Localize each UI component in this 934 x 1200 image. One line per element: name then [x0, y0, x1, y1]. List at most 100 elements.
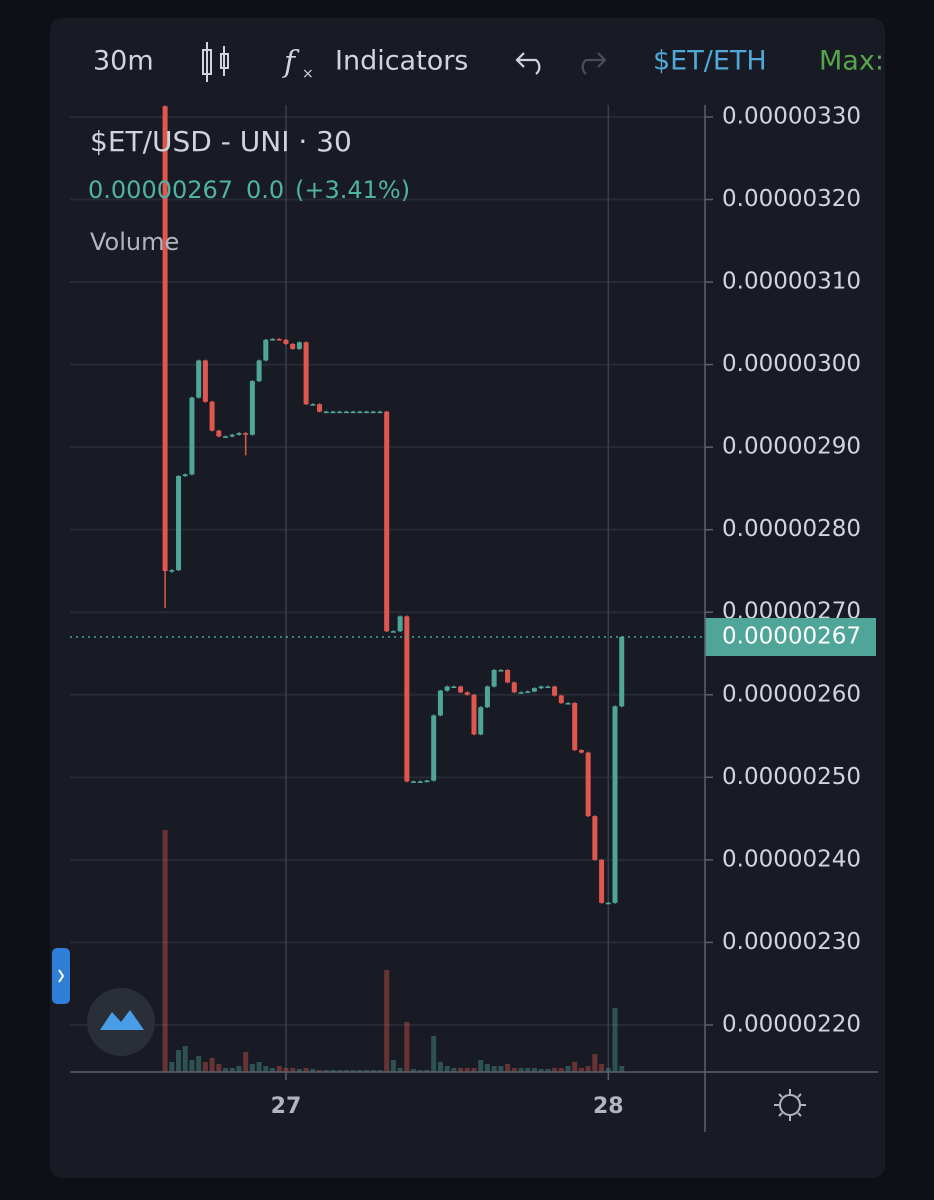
- volume-bar: [464, 1068, 470, 1072]
- candle-body: [451, 686, 457, 689]
- candle-body: [310, 404, 316, 406]
- volume-bar: [478, 1060, 484, 1072]
- volume-bar: [511, 1068, 517, 1072]
- candle-body: [169, 570, 175, 572]
- candle-body: [216, 430, 222, 437]
- redo-button[interactable]: [581, 52, 607, 75]
- volume-label: Volume: [90, 228, 179, 256]
- overlay: 0.00000220 0.00000230 0.00000240 0.00000250…: [70, 103, 876, 1119]
- settings-button[interactable]: [774, 1089, 806, 1121]
- candle-body: [390, 631, 396, 633]
- candle-body: [176, 476, 182, 571]
- candle-body: [283, 339, 289, 344]
- volume-bar: [572, 1062, 578, 1072]
- candle-body: [511, 682, 517, 693]
- side-panel-tab-icon: [58, 969, 65, 983]
- volume-bar: [458, 1068, 464, 1072]
- side-panel-tab[interactable]: [52, 948, 70, 1004]
- volume-bar: [263, 1066, 269, 1072]
- volume-bar: [343, 1070, 349, 1072]
- candle-body: [317, 404, 323, 412]
- candle-body: [525, 691, 531, 693]
- candle-body: [404, 616, 410, 782]
- y-tick-label: 0.00000240: [722, 846, 861, 872]
- chart-title: $ET/USD - UNI · 30: [90, 125, 352, 158]
- volume-bar: [223, 1068, 229, 1072]
- volume-bar: [451, 1068, 457, 1072]
- candle-body: [578, 750, 584, 753]
- candle-body: [236, 433, 242, 435]
- candle-body: [243, 433, 249, 435]
- volume-bar: [337, 1070, 343, 1072]
- volume-bar: [538, 1069, 544, 1072]
- candle-body: [585, 752, 591, 817]
- volume-bar: [310, 1069, 316, 1072]
- candle-body: [518, 692, 524, 694]
- volume-bar: [592, 1054, 598, 1072]
- candle-body: [162, 106, 168, 571]
- volume-bar: [209, 1058, 215, 1072]
- volume-bar: [390, 1060, 396, 1072]
- candle-body: [357, 411, 363, 414]
- volume-bar: [384, 970, 390, 1072]
- candle-body: [505, 670, 511, 683]
- candle-body: [612, 706, 618, 903]
- volume-bar: [431, 1036, 437, 1072]
- volume-bar: [578, 1068, 584, 1072]
- max-label[interactable]: Max:: [819, 46, 884, 77]
- candle-body: [592, 816, 598, 860]
- volume-bar: [518, 1068, 524, 1072]
- volume-bar: [484, 1064, 490, 1072]
- candle-body: [498, 670, 504, 672]
- y-tick-label: 0.00000230: [722, 929, 861, 955]
- interval-button[interactable]: 30m: [93, 46, 154, 77]
- candle-body: [538, 686, 544, 689]
- candle-body: [464, 692, 470, 695]
- candle-body: [545, 686, 551, 689]
- volume-bar: [270, 1068, 276, 1072]
- volume-bar: [189, 1060, 195, 1072]
- volume-bar: [531, 1068, 537, 1072]
- candle-body: [196, 360, 202, 398]
- chart-type-button[interactable]: [202, 42, 229, 82]
- candle-body: [350, 411, 356, 414]
- candle-body: [202, 360, 208, 402]
- x-tick-label: 28: [593, 1094, 624, 1119]
- volume-bar: [296, 1069, 302, 1072]
- candle-body: [256, 360, 262, 382]
- candle-body: [343, 411, 349, 414]
- candle-body: [290, 343, 296, 349]
- volume-bar: [323, 1070, 329, 1072]
- legend-change: 0.0: [246, 176, 284, 204]
- candle-body: [599, 859, 605, 903]
- undo-button[interactable]: [515, 52, 541, 75]
- candle-body: [605, 902, 611, 905]
- volume-bar: [397, 1068, 403, 1072]
- volume-bar: [176, 1050, 182, 1072]
- candle-body: [491, 670, 497, 687]
- indicators-button[interactable]: Indicators: [335, 46, 468, 77]
- volume-bar: [525, 1068, 531, 1072]
- y-tick-label: 0.00000320: [722, 186, 861, 212]
- volume-bar: [276, 1066, 282, 1072]
- volume-bar: [558, 1068, 564, 1072]
- volume-bar: [196, 1056, 202, 1072]
- candle-body: [478, 707, 484, 735]
- volume-bar: [256, 1062, 262, 1072]
- compare-symbol[interactable]: $ET/ETH: [653, 46, 767, 77]
- volume-bar: [491, 1066, 497, 1072]
- y-tick-label: 0.00000310: [722, 269, 861, 295]
- volume-bar: [236, 1066, 242, 1072]
- volume-bar: [619, 1066, 625, 1072]
- volume-pane: [162, 830, 625, 1072]
- candle-body: [323, 411, 329, 414]
- volume-bar: [364, 1070, 370, 1072]
- candle-body: [458, 686, 464, 693]
- candle-body: [619, 636, 625, 707]
- logo-button[interactable]: [87, 988, 155, 1056]
- volume-bar: [162, 830, 168, 1072]
- volume-bar: [411, 1069, 417, 1072]
- volume-bar: [249, 1064, 255, 1072]
- legend-percent: (+3.41%): [295, 176, 410, 204]
